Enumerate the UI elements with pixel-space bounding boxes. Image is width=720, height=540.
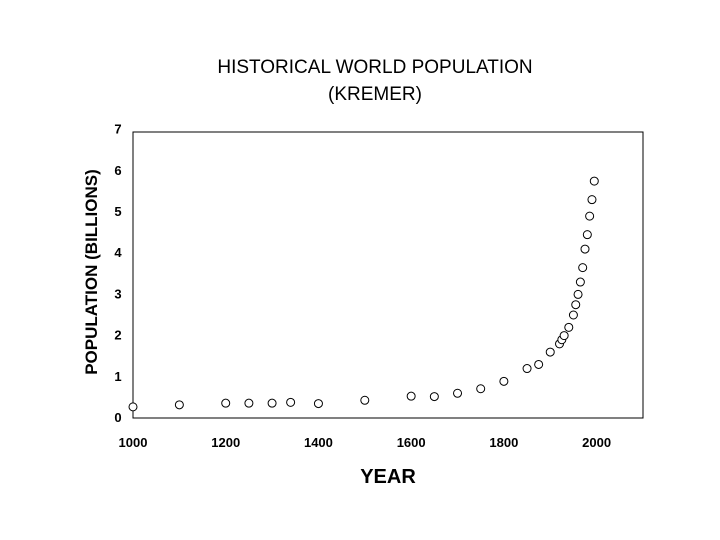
data-point <box>559 331 569 341</box>
data-point <box>580 244 590 254</box>
data-point <box>406 391 416 401</box>
data-point <box>582 230 592 240</box>
data-point <box>573 289 583 299</box>
x-tick-label: 1000 <box>119 435 148 450</box>
data-points <box>128 176 599 412</box>
data-point <box>429 392 439 402</box>
y-tick-label: 2 <box>114 328 121 343</box>
data-point <box>564 322 574 332</box>
plot-area-frame <box>132 131 644 419</box>
chart-title-line-1: HISTORICAL WORLD POPULATION <box>217 57 532 78</box>
y-axis-label: POPULATION (BILLIONS) <box>82 169 101 375</box>
y-tick-label: 7 <box>114 122 121 137</box>
data-point <box>128 402 138 412</box>
y-tick-label: 5 <box>114 204 121 219</box>
data-point <box>476 384 486 394</box>
data-point <box>578 263 588 273</box>
data-point <box>360 395 370 405</box>
data-point <box>575 277 585 287</box>
y-tick-label: 3 <box>114 286 121 301</box>
data-point <box>174 400 184 410</box>
x-tick-label: 1200 <box>211 435 240 450</box>
y-tick-labels: 0 1 2 3 4 5 6 7 <box>114 122 122 425</box>
data-point <box>221 398 231 408</box>
data-point <box>499 376 509 386</box>
data-point <box>589 176 599 186</box>
x-tick-label: 1400 <box>304 435 333 450</box>
data-point <box>453 388 463 398</box>
y-tick-label: 1 <box>114 369 121 384</box>
data-point <box>571 300 581 310</box>
x-tick-labels: 1000 1200 1400 1600 1800 2000 <box>119 435 612 450</box>
x-axis-label: YEAR <box>360 466 416 488</box>
x-tick-label: 2000 <box>582 435 611 450</box>
data-point <box>534 359 544 369</box>
data-point <box>286 397 296 407</box>
data-point <box>587 195 597 205</box>
data-point <box>545 347 555 357</box>
x-tick-label: 1800 <box>489 435 518 450</box>
data-point <box>313 399 323 409</box>
y-tick-label: 6 <box>114 163 121 178</box>
data-point <box>267 398 277 408</box>
data-point <box>244 398 254 408</box>
y-tick-label: 0 <box>114 410 121 425</box>
data-point <box>568 310 578 320</box>
x-tick-label: 1600 <box>397 435 426 450</box>
data-point <box>522 364 532 374</box>
y-tick-label: 4 <box>114 245 122 260</box>
chart-title-line-2: (KREMER) <box>328 84 422 105</box>
data-point <box>585 211 595 221</box>
